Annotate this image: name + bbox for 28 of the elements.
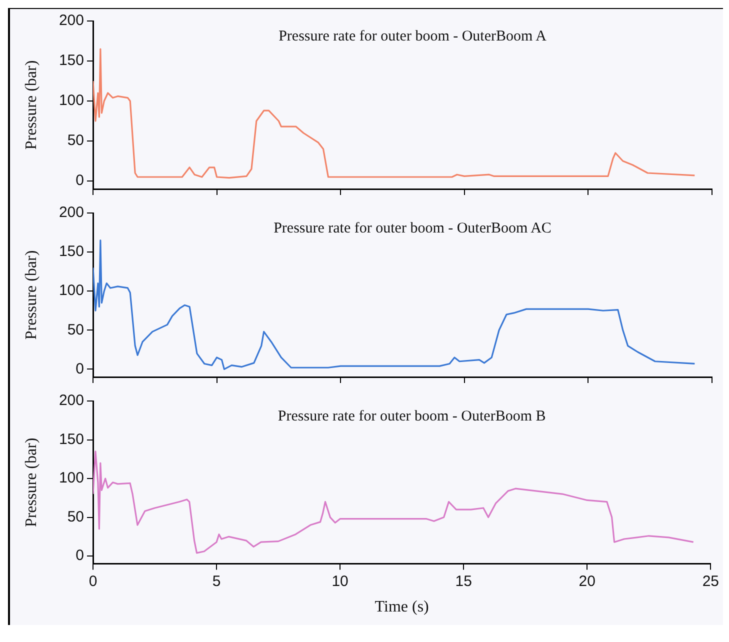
x-axis-title: Time (s) [374, 598, 429, 616]
y-tick-label: 50 [67, 321, 84, 338]
x-tick-label: 25 [702, 572, 719, 590]
y-tick-label: 200 [58, 204, 84, 222]
y-tick-label: 50 [67, 132, 84, 150]
y-axis-title: Pressure (bar) [22, 250, 40, 340]
y-tick-label: 0 [76, 360, 84, 378]
y-tick-label: 200 [58, 12, 84, 30]
y-axis-title: Pressure (bar) [22, 60, 40, 150]
y-tick-label: 150 [58, 243, 84, 260]
x-tick-label: 15 [455, 572, 472, 590]
y-tick-label: 150 [58, 52, 84, 70]
x-tick-label: 20 [578, 572, 596, 590]
text: Pressure rate for outer boom - OuterBoom A [278, 28, 547, 44]
y-tick-label: 100 [58, 92, 84, 110]
y-tick-label: 100 [58, 282, 84, 300]
text: Pressure rate for outer boom - OuterBoom B [278, 408, 546, 424]
y-tick-label: 100 [58, 470, 84, 487]
y-tick-label: 200 [58, 392, 84, 410]
y-tick-label: 0 [76, 547, 84, 564]
text: Pressure rate for outer boom - OuterBoom AC [274, 220, 552, 236]
x-tick-label: 0 [88, 572, 98, 590]
x-tick-label: 10 [332, 572, 348, 590]
x-tick-label: 5 [212, 572, 221, 590]
y-tick-label: 50 [67, 508, 84, 526]
y-tick-label: 150 [58, 430, 84, 448]
y-tick-label: 0 [76, 172, 84, 190]
y-axis-title: Pressure (bar) [22, 438, 40, 528]
